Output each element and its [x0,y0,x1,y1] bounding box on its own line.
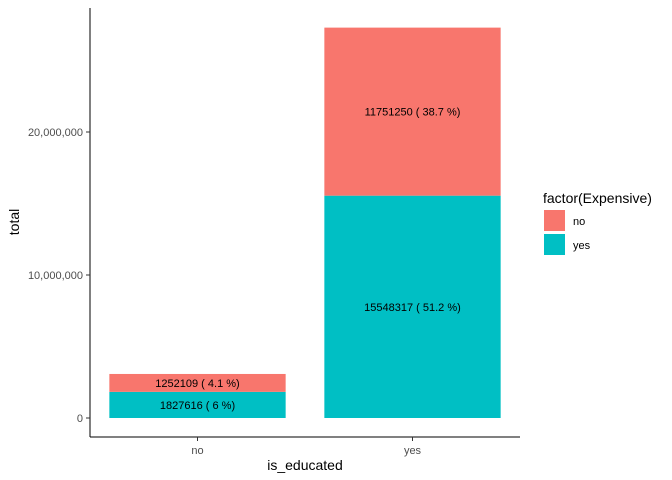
bar-no-no [109,373,286,392]
y-tick-label: 20,000,000 [28,127,83,139]
y-ticks: 0 10,000,000 20,000,000 [28,127,90,425]
data-label-yes-no: 11751250 ( 38.7 %) [365,107,461,119]
legend-swatch-yes [544,234,565,255]
y-axis-title: total [6,209,22,235]
legend: factor(Expensive) no yes [543,190,652,255]
legend-label-yes: yes [573,240,591,252]
plot-area: 1827616 ( 6 %) 1252109 ( 4.1 %) 15548317 (… [28,8,520,457]
y-tick-label: 0 [77,413,83,425]
legend-swatch-no [544,210,565,231]
bar-labels: 1827616 ( 6 %) 1252109 ( 4.1 %) 15548317 (… [155,107,461,412]
x-tick-label: no [191,445,203,457]
bar-yes-yes [324,195,501,418]
legend-items: no yes [544,210,591,255]
x-axis-title: is_educated [267,457,343,473]
x-tick-label: yes [404,445,422,457]
bars [109,27,501,418]
legend-label-no: no [573,216,585,228]
data-label-no-yes: 1827616 ( 6 %) [160,400,235,412]
legend-title: factor(Expensive) [543,190,652,206]
y-tick-label: 10,000,000 [28,270,83,282]
bar-yes-no [324,27,501,196]
data-label-yes-yes: 15548317 ( 51.2 %) [364,302,461,314]
data-label-no-no: 1252109 ( 4.1 %) [155,378,239,390]
bar-no-yes [109,391,286,418]
x-ticks: no yes [191,437,422,457]
